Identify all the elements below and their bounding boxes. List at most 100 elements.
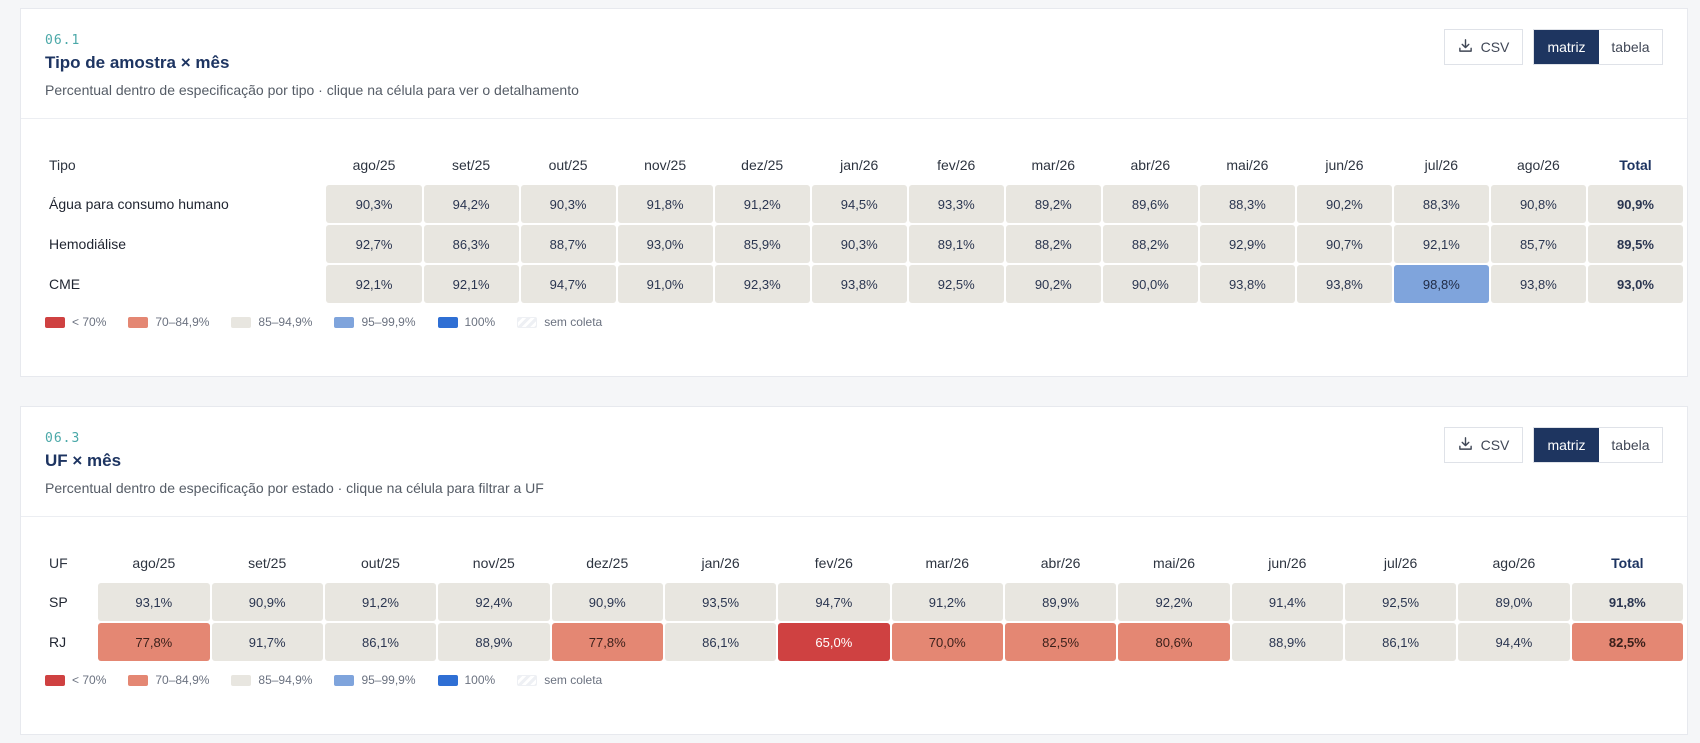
heatmap-cell[interactable]: 90,9% (551, 583, 663, 621)
heatmap-cell[interactable]: 93,8% (1199, 265, 1295, 303)
heatmap-cell[interactable]: 85,7% (1490, 225, 1586, 263)
legend-swatch-70-85 (128, 674, 149, 686)
heatmap-cell[interactable]: 92,3% (714, 265, 810, 303)
heatmap-cell[interactable]: 88,3% (1393, 185, 1489, 223)
matrix-view-button[interactable]: matriz (1534, 428, 1599, 462)
csv-label: CSV (1480, 39, 1510, 55)
heatmap-cell[interactable]: 92,5% (1344, 583, 1457, 621)
legend-label: 100% (464, 673, 496, 687)
heatmap-cell[interactable]: 94,7% (778, 583, 890, 621)
heatmap-cell[interactable]: 88,2% (1102, 225, 1198, 263)
heatmap-cell[interactable]: 65,0% (778, 623, 890, 661)
legend-label: 70–84,9% (155, 315, 210, 329)
heatmap-cell[interactable]: 92,7% (326, 225, 422, 263)
heatmap-cell[interactable]: 92,4% (438, 583, 550, 621)
legend-swatch-none (517, 674, 538, 686)
heatmap-cell[interactable]: 88,2% (1005, 225, 1101, 263)
heatmap-cell[interactable]: 93,3% (908, 185, 1004, 223)
month-header: ago/26 (1516, 157, 1560, 173)
heatmap-cell[interactable]: 90,0% (1102, 265, 1198, 303)
heatmap-cell[interactable]: 91,2% (714, 185, 810, 223)
heatmap-cell[interactable]: 80,6% (1118, 623, 1230, 661)
heatmap-cell[interactable]: 93,8% (811, 265, 907, 303)
heatmap-cell[interactable]: 90,2% (1005, 265, 1101, 303)
heatmap-cell[interactable]: 90,3% (811, 225, 907, 263)
heatmap-cell[interactable]: 90,3% (326, 185, 422, 223)
table-view-button[interactable]: tabela (1599, 30, 1662, 64)
heatmap-cell[interactable]: 92,9% (1199, 225, 1295, 263)
heatmap-cell[interactable]: 91,7% (211, 623, 323, 661)
csv-button[interactable]: CSV (1444, 427, 1523, 463)
heatmap-cell[interactable]: 90,2% (1296, 185, 1392, 223)
csv-button[interactable]: CSV (1444, 29, 1523, 65)
heatmap-cell[interactable]: 92,2% (1118, 583, 1230, 621)
heatmap-cell[interactable]: 88,3% (1199, 185, 1295, 223)
heatmap-cell[interactable]: 89,0% (1458, 583, 1570, 621)
heatmap-cell[interactable]: 94,5% (811, 185, 907, 223)
heatmap-cell[interactable]: 90,7% (1296, 225, 1392, 263)
heatmap-cell[interactable]: 89,9% (1004, 583, 1117, 621)
heatmap-cell[interactable]: 98,8% (1393, 265, 1489, 303)
table-view-button[interactable]: tabela (1599, 428, 1662, 462)
heatmap-cell[interactable]: 92,5% (908, 265, 1004, 303)
legend-item: 70–84,9% (128, 673, 209, 687)
heatmap-cell[interactable]: 86,1% (664, 623, 777, 661)
heatmap-total-cell[interactable]: 91,8% (1571, 583, 1683, 621)
legend-item: 100% (437, 315, 495, 329)
month-header: out/25 (361, 555, 400, 571)
heatmap-cell[interactable]: 91,0% (617, 265, 713, 303)
heatmap-cell[interactable]: 86,1% (1344, 623, 1457, 661)
heatmap-cell[interactable]: 70,0% (891, 623, 1003, 661)
heatmap-total-cell[interactable]: 89,5% (1587, 225, 1683, 263)
month-header: jun/26 (1325, 157, 1364, 173)
heatmap-cell[interactable]: 90,3% (520, 185, 616, 223)
heatmap-cell[interactable]: 92,1% (326, 265, 422, 303)
heatmap-total-cell[interactable]: 82,5% (1571, 623, 1683, 661)
heatmap-cell[interactable]: 89,1% (908, 225, 1004, 263)
heatmap-cell[interactable]: 91,2% (891, 583, 1003, 621)
row-label: RJ (49, 634, 67, 650)
heatmap-cell[interactable]: 93,8% (1490, 265, 1586, 303)
heatmap-total-cell[interactable]: 90,9% (1587, 185, 1683, 223)
month-header: mai/26 (1152, 555, 1195, 571)
heatmap-cell[interactable]: 93,1% (98, 583, 210, 621)
heatmap-cell[interactable]: 94,4% (1458, 623, 1570, 661)
heatmap-cell[interactable]: 91,8% (617, 185, 713, 223)
heatmap-cell[interactable]: 90,9% (211, 583, 323, 621)
heatmap-cell[interactable]: 90,8% (1490, 185, 1586, 223)
heatmap-cell[interactable]: 94,2% (423, 185, 519, 223)
matrix-view-button[interactable]: matriz (1534, 30, 1599, 64)
heatmap-cell[interactable]: 77,8% (98, 623, 210, 661)
legend-swatch-85-95 (231, 674, 252, 686)
heatmap-cell[interactable]: 88,9% (1231, 623, 1343, 661)
heatmap-cell[interactable]: 93,8% (1296, 265, 1392, 303)
download-icon (1458, 436, 1473, 454)
card-uf-mes: 06.3 UF × mês Percentual dentro de espec… (20, 406, 1688, 735)
legend-item: 85–94,9% (231, 673, 312, 687)
heatmap-cell[interactable]: 92,1% (1393, 225, 1489, 263)
heatmap-cell[interactable]: 92,1% (423, 265, 519, 303)
legend-swatch-95-100 (334, 674, 355, 686)
heatmap-cell[interactable]: 89,2% (1005, 185, 1101, 223)
heatmap-cell[interactable]: 86,1% (324, 623, 437, 661)
heatmap-cell[interactable]: 89,6% (1102, 185, 1198, 223)
heatmap-cell[interactable]: 82,5% (1004, 623, 1117, 661)
month-header: mar/26 (1031, 157, 1076, 173)
legend-item: 85–94,9% (231, 315, 312, 329)
card-header: 06.1 Tipo de amostra × mês Percentual de… (21, 9, 1687, 119)
row-header-label: UF (49, 555, 68, 571)
heatmap-cell[interactable]: 91,2% (324, 583, 437, 621)
legend-label: < 70% (72, 673, 107, 687)
section-code: 06.3 (45, 431, 81, 446)
heatmap-cell[interactable]: 85,9% (714, 225, 810, 263)
heatmap-cell[interactable]: 93,0% (617, 225, 713, 263)
heatmap-cell[interactable]: 91,4% (1231, 583, 1343, 621)
heatmap-cell[interactable]: 93,5% (664, 583, 777, 621)
legend-label: 85–94,9% (258, 315, 313, 329)
heatmap-cell[interactable]: 86,3% (423, 225, 519, 263)
heatmap-cell[interactable]: 88,7% (520, 225, 616, 263)
heatmap-cell[interactable]: 77,8% (551, 623, 663, 661)
heatmap-cell[interactable]: 94,7% (520, 265, 616, 303)
heatmap-total-cell[interactable]: 93,0% (1587, 265, 1683, 303)
heatmap-cell[interactable]: 88,9% (438, 623, 550, 661)
